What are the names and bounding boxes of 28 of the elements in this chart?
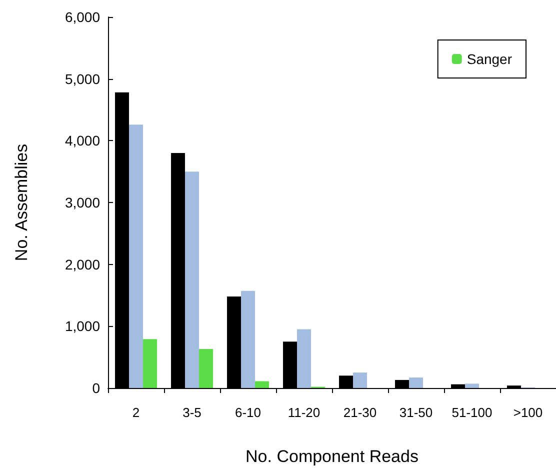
x-tick-label: 21-30: [343, 405, 377, 420]
x-tick-label: 51-100: [452, 405, 492, 420]
x-tick-label: 2: [132, 405, 140, 420]
legend-label: Sanger: [466, 51, 512, 67]
y-tick-label: 4,000: [64, 132, 100, 149]
bar: [199, 349, 213, 388]
bar: [241, 290, 255, 388]
x-tick-label: >100: [513, 405, 543, 420]
bar: [297, 329, 311, 388]
x-tick-label: 11-20: [288, 405, 320, 420]
y-tick-label: 6,000: [64, 9, 100, 25]
bar: [409, 377, 423, 388]
bar: [143, 339, 157, 388]
y-tick-label: 0: [92, 380, 100, 396]
y-tick-label: 5,000: [64, 70, 100, 87]
bar: [185, 172, 199, 388]
x-tick-label: 31-50: [399, 405, 433, 420]
x-tick-label: 6-10: [234, 405, 262, 420]
x-axis-title: No. Component Reads: [246, 447, 418, 466]
bar: [465, 384, 479, 388]
x-tick-label: 3-5: [182, 405, 202, 420]
bar: [255, 381, 269, 388]
y-tick-label: 2,000: [64, 256, 100, 272]
y-tick-label: 3,000: [64, 194, 100, 210]
y-tick-label: 1,000: [64, 318, 100, 334]
bar: [129, 124, 143, 388]
y-axis-title: No. Assemblies: [12, 144, 31, 262]
bar: [353, 372, 367, 388]
